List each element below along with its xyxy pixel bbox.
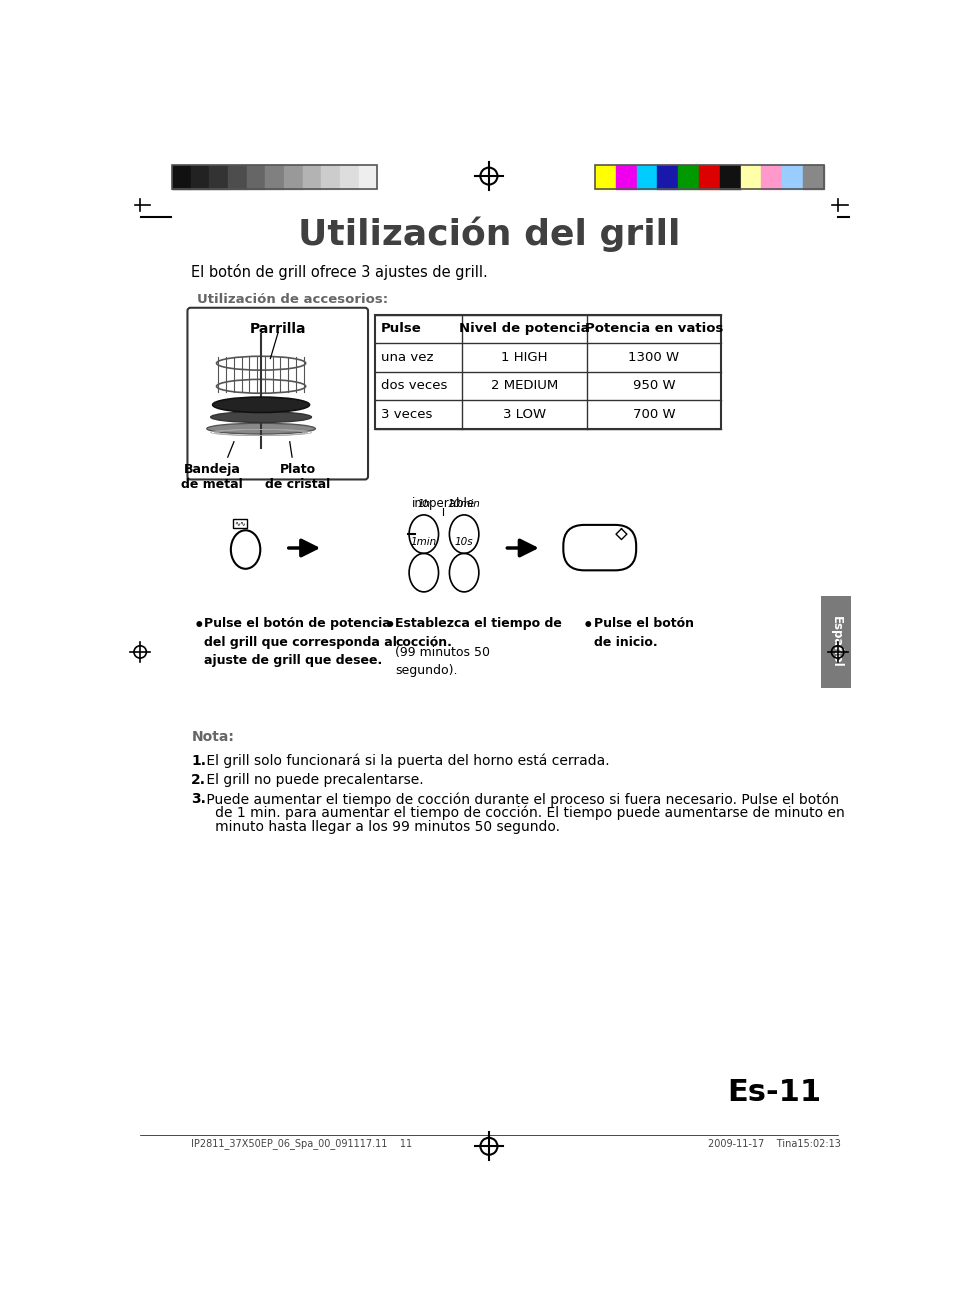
Bar bbox=[375, 315, 720, 429]
Bar bbox=[172, 165, 191, 190]
Text: Español: Español bbox=[829, 616, 841, 668]
Text: Plato
de cristal: Plato de cristal bbox=[265, 463, 330, 490]
Text: 2.: 2. bbox=[192, 772, 206, 787]
Text: ∿∿: ∿∿ bbox=[234, 520, 246, 527]
Bar bbox=[172, 165, 377, 190]
FancyBboxPatch shape bbox=[562, 525, 636, 570]
Bar bbox=[636, 165, 657, 190]
Bar bbox=[678, 165, 699, 190]
Text: Pulse: Pulse bbox=[381, 323, 421, 336]
Text: Bandeja
de metal: Bandeja de metal bbox=[181, 463, 243, 490]
Text: 950 W: 950 W bbox=[632, 379, 675, 392]
Bar bbox=[209, 165, 228, 190]
Text: 3 veces: 3 veces bbox=[381, 408, 432, 421]
FancyBboxPatch shape bbox=[821, 596, 850, 689]
Bar bbox=[781, 165, 802, 190]
Text: 1 HIGH: 1 HIGH bbox=[500, 350, 547, 363]
Ellipse shape bbox=[211, 412, 311, 422]
Text: 2 MEDIUM: 2 MEDIUM bbox=[491, 379, 558, 392]
Ellipse shape bbox=[207, 423, 315, 434]
Text: 700 W: 700 W bbox=[632, 408, 675, 421]
Text: 10min: 10min bbox=[447, 499, 480, 508]
Text: El botón de grill ofrece 3 ajustes de grill.: El botón de grill ofrece 3 ajustes de gr… bbox=[192, 264, 488, 280]
Text: Es-11: Es-11 bbox=[726, 1078, 821, 1107]
Text: •: • bbox=[193, 617, 204, 635]
Text: Utilización de accesorios:: Utilización de accesorios: bbox=[196, 293, 388, 306]
Bar bbox=[802, 165, 822, 190]
Text: Pulse el botón
de inicio.: Pulse el botón de inicio. bbox=[593, 617, 693, 648]
Bar bbox=[339, 165, 358, 190]
Bar bbox=[265, 165, 284, 190]
Text: dos veces: dos veces bbox=[381, 379, 447, 392]
Bar bbox=[321, 165, 339, 190]
Text: 3 LOW: 3 LOW bbox=[502, 408, 545, 421]
Text: Utilización del grill: Utilización del grill bbox=[297, 216, 679, 251]
FancyBboxPatch shape bbox=[187, 307, 368, 480]
Bar bbox=[358, 165, 377, 190]
Text: 1h: 1h bbox=[416, 499, 430, 508]
Text: Parrilla: Parrilla bbox=[250, 323, 306, 336]
Bar bbox=[760, 165, 781, 190]
Text: Pulse el botón de potencia
del grill que corresponda al
ajuste de grill que dese: Pulse el botón de potencia del grill que… bbox=[204, 617, 397, 668]
Bar bbox=[302, 165, 321, 190]
Bar bbox=[595, 165, 822, 190]
Text: Nota:: Nota: bbox=[192, 731, 233, 745]
Text: El grill solo funcionará si la puerta del horno está cerrada.: El grill solo funcionará si la puerta de… bbox=[202, 754, 609, 769]
Bar bbox=[228, 165, 247, 190]
Text: IP2811_37X50EP_06_Spa_00_091117.11    11: IP2811_37X50EP_06_Spa_00_091117.11 11 bbox=[192, 1138, 412, 1149]
Bar bbox=[233, 519, 247, 528]
Text: inoperable: inoperable bbox=[411, 497, 475, 510]
Text: 1300 W: 1300 W bbox=[628, 350, 679, 363]
Text: Establezca el tiempo de
cocción.: Establezca el tiempo de cocción. bbox=[395, 617, 561, 648]
Text: Potencia en vatios: Potencia en vatios bbox=[584, 323, 722, 336]
Bar bbox=[284, 165, 302, 190]
Text: de 1 min. para aumentar el tiempo de cocción. El tiempo puede aumentarse de minu: de 1 min. para aumentar el tiempo de coc… bbox=[202, 806, 844, 821]
Text: •: • bbox=[582, 617, 593, 635]
Text: una vez: una vez bbox=[381, 350, 434, 363]
Text: 3.: 3. bbox=[192, 792, 206, 806]
Ellipse shape bbox=[213, 397, 309, 413]
Ellipse shape bbox=[205, 435, 317, 444]
Bar bbox=[191, 165, 209, 190]
Bar bbox=[740, 165, 760, 190]
Bar bbox=[616, 165, 636, 190]
Bar bbox=[247, 165, 265, 190]
Text: 2009-11-17    Tina15:02:13: 2009-11-17 Tina15:02:13 bbox=[707, 1138, 841, 1149]
Bar bbox=[720, 165, 740, 190]
Bar bbox=[595, 165, 616, 190]
Text: (99 minutos 50
segundo).: (99 minutos 50 segundo). bbox=[395, 646, 490, 677]
Bar bbox=[699, 165, 720, 190]
Text: 10s: 10s bbox=[455, 537, 473, 548]
Text: minuto hasta llegar a los 99 minutos 50 segundo.: minuto hasta llegar a los 99 minutos 50 … bbox=[202, 819, 559, 834]
Text: Puede aumentar el tiempo de cocción durante el proceso si fuera necesario. Pulse: Puede aumentar el tiempo de cocción dura… bbox=[202, 792, 839, 806]
Text: El grill no puede precalentarse.: El grill no puede precalentarse. bbox=[202, 772, 423, 787]
Text: Nivel de potencia: Nivel de potencia bbox=[458, 323, 589, 336]
Bar bbox=[657, 165, 678, 190]
Text: •: • bbox=[384, 617, 395, 635]
Text: 1min: 1min bbox=[411, 537, 436, 548]
Text: 1.: 1. bbox=[192, 754, 206, 767]
